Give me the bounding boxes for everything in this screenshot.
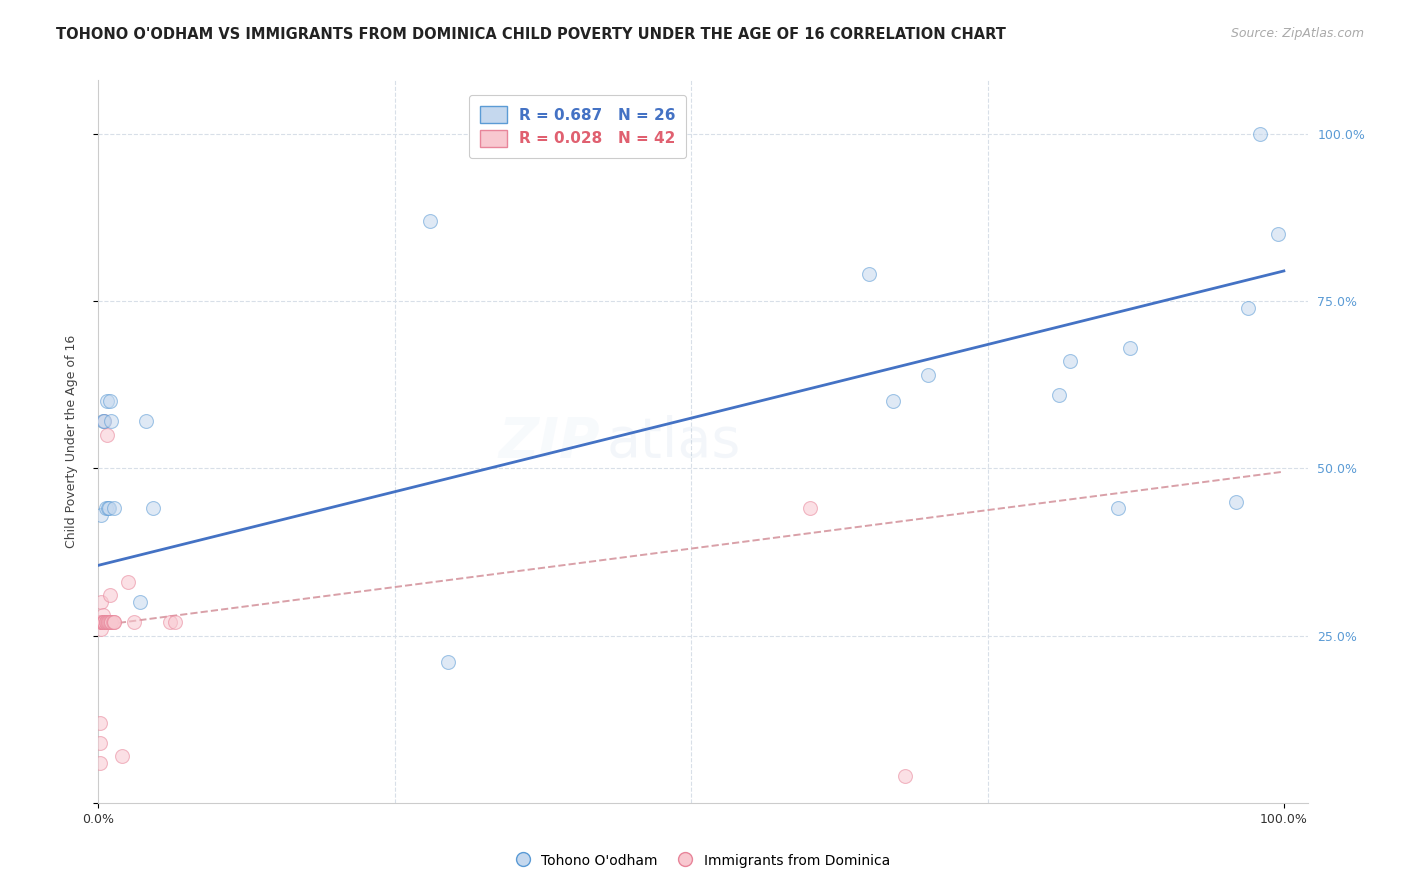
Point xyxy=(419,214,441,228)
Point xyxy=(94,615,117,630)
Point xyxy=(93,615,115,630)
Point xyxy=(90,595,112,609)
Point xyxy=(93,615,115,630)
Legend: Tohono O'odham, Immigrants from Dominica: Tohono O'odham, Immigrants from Dominica xyxy=(509,846,897,876)
Point xyxy=(94,615,117,630)
Text: TOHONO O'ODHAM VS IMMIGRANTS FROM DOMINICA CHILD POVERTY UNDER THE AGE OF 16 COR: TOHONO O'ODHAM VS IMMIGRANTS FROM DOMINI… xyxy=(56,27,1007,42)
Point xyxy=(893,769,915,783)
Point xyxy=(96,394,118,409)
Point xyxy=(94,615,117,630)
Point xyxy=(91,615,114,630)
Point xyxy=(1225,494,1247,508)
Point xyxy=(1249,127,1271,141)
Point xyxy=(103,501,125,516)
Y-axis label: Child Poverty Under the Age of 16: Child Poverty Under the Age of 16 xyxy=(65,334,77,549)
Point xyxy=(97,615,120,630)
Point xyxy=(129,595,152,609)
Point xyxy=(1047,387,1070,401)
Point xyxy=(94,501,117,516)
Point xyxy=(98,589,121,603)
Point xyxy=(91,615,114,630)
Text: atlas: atlas xyxy=(606,415,741,468)
Point xyxy=(91,615,114,630)
Point xyxy=(1267,227,1289,242)
Point xyxy=(100,414,122,429)
Point xyxy=(117,575,139,590)
Point xyxy=(100,615,122,630)
Point xyxy=(93,615,115,630)
Point xyxy=(98,615,121,630)
Point xyxy=(1107,501,1129,516)
Point xyxy=(101,615,124,630)
Point xyxy=(89,756,111,770)
Point xyxy=(93,414,115,429)
Point xyxy=(96,427,118,442)
Point xyxy=(96,615,118,630)
Point xyxy=(165,615,187,630)
Point xyxy=(90,615,112,630)
Point xyxy=(858,268,880,282)
Point xyxy=(98,615,121,630)
Point xyxy=(103,615,125,630)
Point xyxy=(90,622,112,636)
Text: ZIP: ZIP xyxy=(499,415,600,468)
Point xyxy=(97,501,120,516)
Point xyxy=(97,615,120,630)
Point xyxy=(882,394,904,409)
Point xyxy=(89,715,111,730)
Point xyxy=(135,414,157,429)
Legend: R = 0.687   N = 26, R = 0.028   N = 42: R = 0.687 N = 26, R = 0.028 N = 42 xyxy=(468,95,686,158)
Point xyxy=(89,735,111,749)
Point xyxy=(90,615,112,630)
Point xyxy=(917,368,939,382)
Point xyxy=(90,508,112,523)
Point xyxy=(90,615,112,630)
Point xyxy=(1237,301,1260,315)
Point xyxy=(142,501,165,516)
Point xyxy=(1059,354,1081,368)
Point xyxy=(103,615,125,630)
Point xyxy=(91,615,114,630)
Point xyxy=(100,615,122,630)
Point xyxy=(1119,341,1142,355)
Point xyxy=(91,608,114,623)
Point xyxy=(93,414,115,429)
Text: Source: ZipAtlas.com: Source: ZipAtlas.com xyxy=(1230,27,1364,40)
Point xyxy=(93,615,115,630)
Point xyxy=(98,501,121,516)
Point xyxy=(159,615,181,630)
Point xyxy=(91,615,114,630)
Point xyxy=(91,414,114,429)
Point xyxy=(91,615,114,630)
Point xyxy=(98,394,121,409)
Point xyxy=(799,501,821,516)
Point xyxy=(437,655,460,669)
Point xyxy=(111,749,134,764)
Point xyxy=(122,615,145,630)
